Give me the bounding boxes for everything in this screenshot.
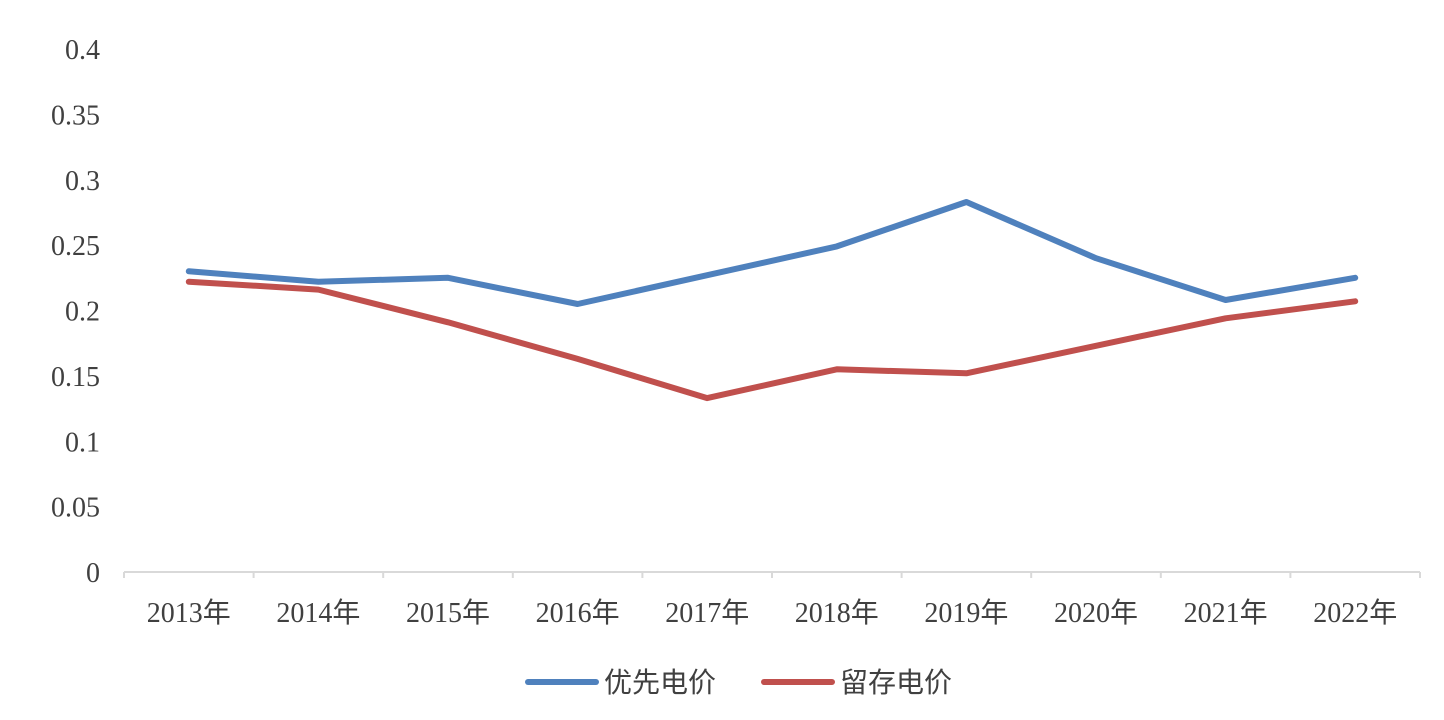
y-tick-label: 0.25: [51, 231, 100, 262]
y-tick-label: 0.4: [65, 35, 100, 66]
x-axis: 2013年 2014年 2015年 2016年 2017年 2018年 2019年 2020年…: [123, 571, 1421, 629]
y-tick-label: 0.1: [65, 427, 100, 458]
legend-item: 优先电价: [525, 667, 716, 699]
x-tick-label: 2016年: [536, 597, 620, 629]
y-tick-label: 0.2: [65, 297, 100, 328]
series-line-1: [185, 278, 1359, 402]
x-tick-label: 2015年: [406, 597, 490, 629]
x-tick-label: 2019年: [924, 597, 1008, 629]
x-tick-label: 2017年: [665, 597, 749, 629]
y-tick-label: 0.05: [51, 493, 100, 524]
x-tick-label: 2021年: [1184, 597, 1268, 629]
y-tick-label: 0: [86, 558, 100, 589]
x-tick-label: 2022年: [1313, 597, 1397, 629]
y-axis: 0 0.05 0.1 0.15 0.2 0.25 0.3 0.35 0.4: [51, 35, 100, 589]
series-lines: [185, 199, 1359, 402]
y-tick-label: 0.3: [65, 166, 100, 197]
legend-label: 留存电价: [840, 667, 952, 699]
x-tick-label: 2014年: [276, 597, 360, 629]
legend-item: 留存电价: [761, 667, 952, 699]
x-tick-label: 2018年: [795, 597, 879, 629]
x-tick-label: 2013年: [147, 597, 231, 629]
series-line-0: [185, 199, 1359, 307]
x-tick-label: 2020年: [1054, 597, 1138, 629]
legend: 优先电价 留存电价: [525, 667, 952, 699]
legend-label: 优先电价: [604, 667, 716, 699]
y-tick-label: 0.15: [51, 362, 100, 393]
y-tick-label: 0.35: [51, 100, 100, 131]
